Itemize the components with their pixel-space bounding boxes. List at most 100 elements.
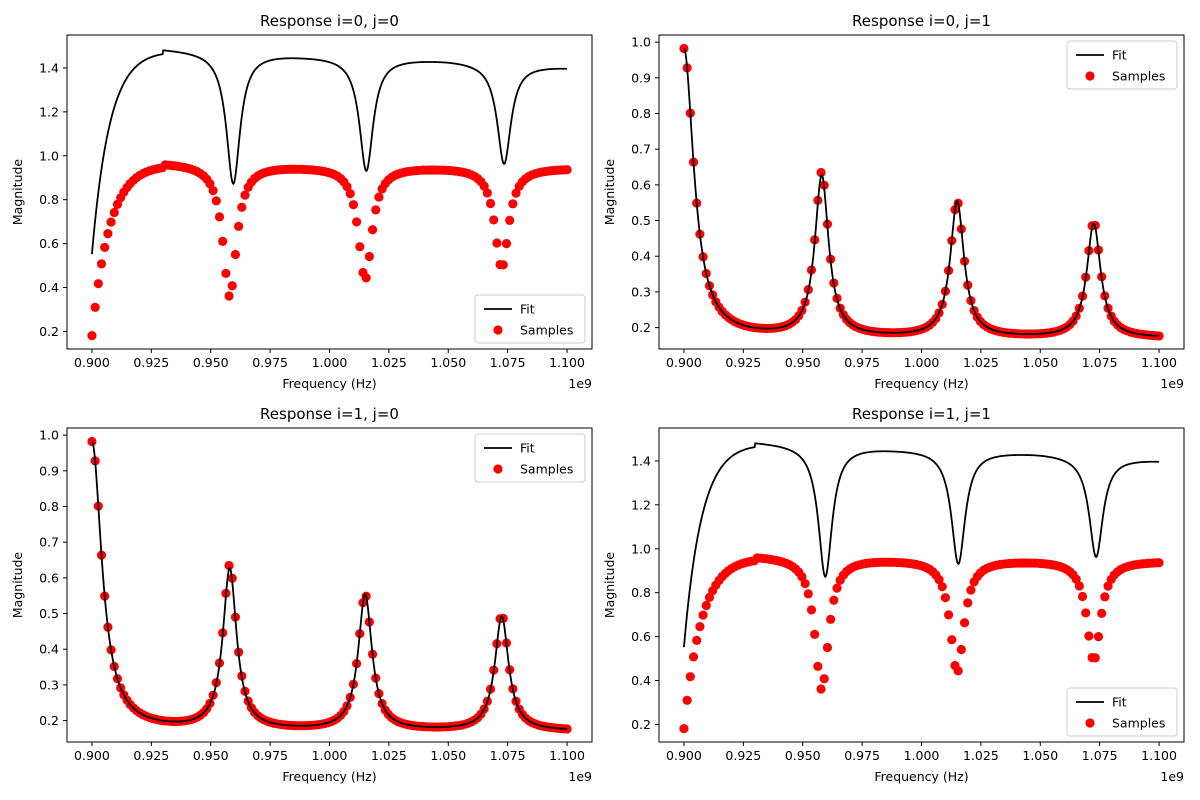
sample-point (829, 595, 839, 605)
x-tick-label: 0.975 (844, 748, 880, 763)
y-tick-label: 0.2 (631, 717, 651, 732)
x-tick-label: 1.100 (549, 355, 585, 370)
sample-point (221, 268, 231, 278)
x-axis-label: Frequency (Hz) (282, 769, 376, 784)
x-tick-label: 1.050 (1022, 355, 1058, 370)
y-tick-label: 0.6 (631, 629, 651, 644)
sample-point (345, 189, 355, 199)
sample-point (364, 251, 374, 262)
legend-fit-label: Fit (1112, 48, 1127, 63)
y-tick-label: 0.5 (631, 213, 651, 228)
sample-point (692, 635, 702, 646)
subplot-title: Response i=0, j=0 (260, 12, 399, 30)
y-tick-label: 0.4 (39, 280, 59, 295)
y-tick-label: 0.6 (39, 236, 59, 251)
legend: Fit Samples (1066, 687, 1178, 737)
sample-point (822, 642, 833, 653)
sample-point (106, 217, 116, 227)
legend-samples-swatch (493, 325, 503, 335)
sample-point (100, 242, 110, 252)
x-tick-label: 1.000 (904, 748, 940, 763)
sample-point (103, 229, 113, 239)
x-tick-label: 0.950 (785, 748, 821, 763)
legend-samples-label: Samples (520, 323, 573, 338)
sample-point (959, 618, 970, 628)
sample-point (947, 635, 957, 645)
x-axis-label: Frequency (Hz) (282, 376, 376, 391)
fit-line (91, 49, 568, 255)
sample-point (806, 605, 817, 615)
x-tick-label: 1.000 (312, 748, 348, 763)
x-tick-label: 1.100 (549, 748, 585, 763)
legend-samples-swatch (1085, 71, 1095, 81)
sample-point (211, 196, 221, 206)
sample-point (214, 212, 225, 222)
sample-point (492, 238, 502, 248)
subplot-4: Response i=1, j=1 0.900 0.925 0.950 0.975 1.0… (602, 405, 1185, 784)
x-tick-label: 0.925 (725, 748, 761, 763)
sample-point (237, 202, 247, 212)
y-tick-label: 0.3 (631, 284, 651, 299)
legend-fit-label: Fit (520, 441, 535, 456)
subplot-1: Response i=0, j=0 0.900 0.925 0.950 0.975 1.0… (10, 12, 593, 391)
fit-line (683, 442, 1160, 648)
legend-fit-label: Fit (520, 302, 535, 317)
sample-point (96, 259, 107, 269)
subplot-title: Response i=1, j=0 (260, 405, 399, 423)
sample-point (508, 199, 518, 209)
sample-point (682, 695, 692, 705)
y-axis-label: Magnitude (10, 159, 25, 226)
y-tick-label: 1.0 (39, 148, 59, 163)
legend-samples-label: Samples (520, 462, 573, 477)
y-tick-label: 1.2 (631, 497, 651, 512)
sample-point (367, 225, 378, 235)
y-tick-label: 1.4 (39, 60, 59, 75)
y-tick-label: 0.9 (39, 463, 59, 478)
samples-series (87, 436, 572, 734)
sample-point (562, 165, 572, 175)
samples-series (87, 160, 572, 341)
x-tick-label: 1.075 (490, 355, 526, 370)
subplot-2: Response i=0, j=1 0.900 0.925 0.950 0.975 1.0… (602, 12, 1185, 391)
sample-point (1154, 558, 1164, 568)
legend: Fit Samples (474, 433, 586, 483)
x-tick-label: 1.025 (963, 355, 999, 370)
sample-point (348, 200, 359, 210)
fit-line (683, 47, 1160, 337)
sample-point (937, 582, 947, 592)
sample-point (816, 684, 826, 694)
x-tick-label: 1.050 (430, 748, 466, 763)
y-tick-label: 0.8 (39, 499, 59, 514)
y-tick-label: 0.6 (39, 570, 59, 585)
y-tick-label: 0.4 (631, 673, 651, 688)
x-tick-label: 0.900 (74, 748, 110, 763)
x-tick-label: 0.950 (193, 748, 229, 763)
sample-point (230, 249, 241, 260)
sample-point (832, 583, 842, 593)
x-tick-label: 1.000 (312, 355, 348, 370)
sample-point (87, 331, 97, 341)
subplot-3: Response i=1, j=0 0.900 0.925 0.950 0.975 1.0… (10, 405, 593, 784)
sample-point (501, 238, 512, 249)
sample-point (1084, 631, 1094, 641)
sample-point (218, 236, 228, 246)
sample-point (956, 644, 966, 655)
subplot-title: Response i=1, j=1 (852, 405, 991, 423)
sample-point (940, 593, 951, 603)
y-tick-label: 0.9 (631, 70, 651, 85)
x-tick-label: 1.075 (1082, 355, 1118, 370)
samples-series (679, 553, 1164, 734)
x-tick-label: 0.900 (666, 748, 702, 763)
legend-samples-swatch (1085, 718, 1095, 728)
x-offset-label: 1e9 (568, 376, 592, 391)
y-tick-label: 0.7 (39, 535, 59, 550)
y-tick-label: 0.3 (39, 677, 59, 692)
y-tick-label: 1.0 (39, 428, 59, 443)
x-tick-label: 0.925 (725, 355, 761, 370)
sample-point (800, 578, 810, 589)
y-axis-label: Magnitude (602, 159, 617, 226)
legend-box (1066, 40, 1178, 90)
sample-point (1090, 653, 1100, 663)
sample-point (963, 598, 973, 608)
